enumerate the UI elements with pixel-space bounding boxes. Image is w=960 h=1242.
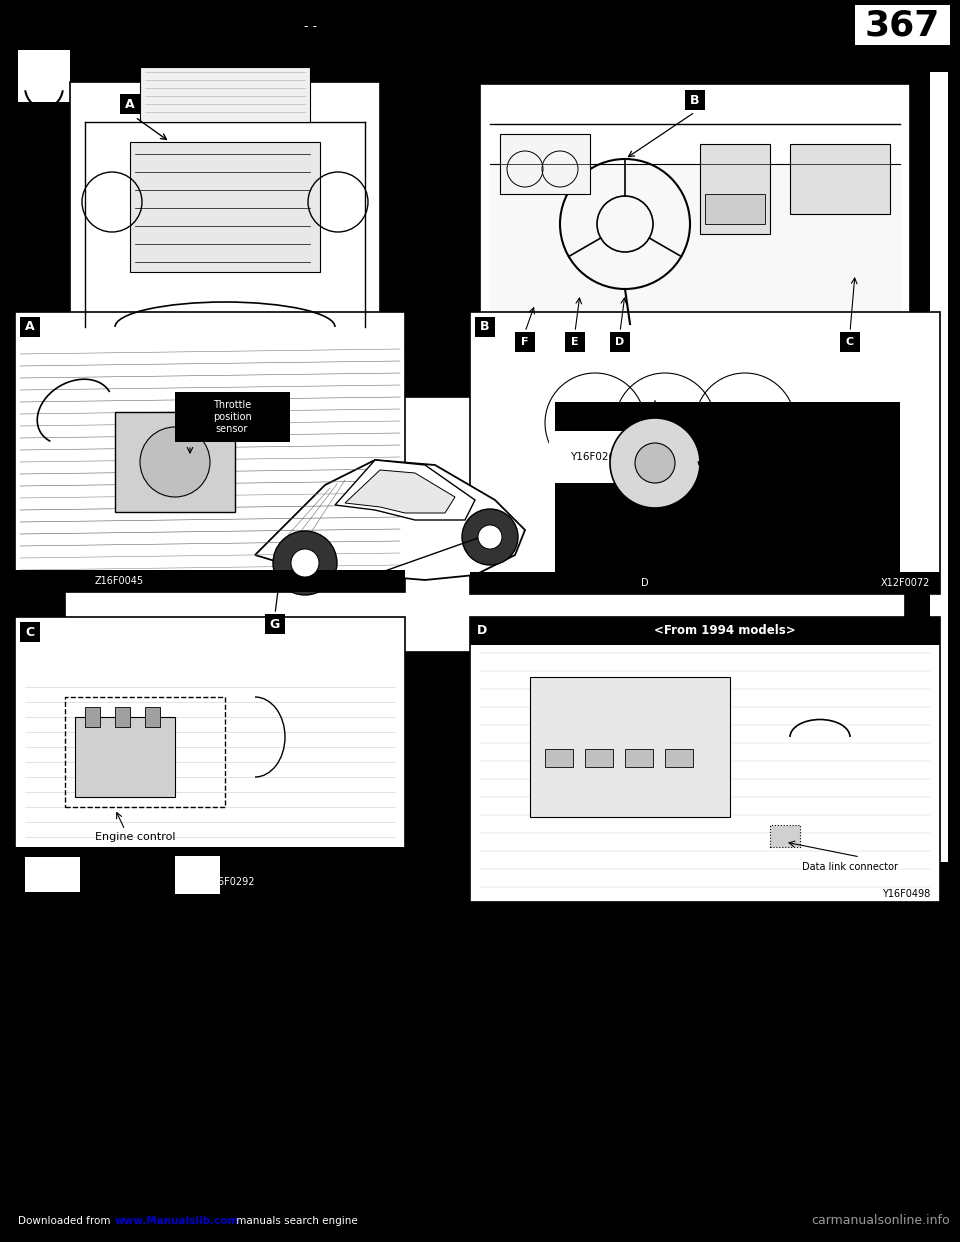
Text: manuals search engine: manuals search engine: [233, 1216, 358, 1226]
Bar: [530, 677, 730, 817]
Bar: [20, 317, 40, 337]
Text: Y16F0292: Y16F0292: [205, 877, 254, 887]
Bar: [130, 142, 320, 272]
Bar: [120, 94, 140, 114]
Bar: [140, 67, 310, 122]
Bar: [840, 332, 860, 351]
Bar: [175, 856, 220, 894]
Text: Downloaded from: Downloaded from: [18, 1216, 113, 1226]
Bar: [555, 402, 900, 573]
Bar: [15, 847, 405, 902]
Bar: [0, 1200, 960, 1242]
Text: B: B: [690, 93, 700, 107]
Bar: [625, 749, 653, 768]
Bar: [475, 317, 495, 337]
Text: A: A: [125, 98, 134, 111]
Bar: [500, 134, 590, 194]
Circle shape: [635, 443, 675, 483]
Bar: [175, 392, 290, 442]
Bar: [75, 717, 175, 797]
Circle shape: [610, 419, 700, 508]
Bar: [585, 749, 613, 768]
Text: C: C: [846, 337, 854, 347]
Polygon shape: [335, 460, 475, 520]
Bar: [65, 397, 905, 652]
Bar: [470, 617, 940, 645]
Text: <From 1994 models>: <From 1994 models>: [654, 625, 796, 637]
Text: F: F: [521, 337, 529, 347]
Text: K19F0134: K19F0134: [838, 373, 890, 383]
Bar: [855, 5, 950, 45]
Circle shape: [140, 427, 210, 497]
Text: C: C: [25, 626, 35, 638]
Bar: [700, 144, 770, 233]
Bar: [85, 707, 100, 727]
Bar: [115, 707, 130, 727]
Circle shape: [462, 509, 518, 565]
Bar: [565, 332, 585, 351]
Text: Engine control: Engine control: [95, 832, 176, 842]
Bar: [18, 50, 70, 102]
Text: Z16F0045: Z16F0045: [95, 576, 144, 586]
Bar: [265, 614, 285, 633]
Text: D: D: [615, 337, 625, 347]
Bar: [705, 194, 765, 224]
Bar: [665, 749, 693, 768]
Bar: [470, 573, 940, 594]
Polygon shape: [490, 164, 900, 334]
Circle shape: [291, 549, 319, 578]
Bar: [20, 622, 40, 642]
Text: Y16F0267: Y16F0267: [570, 452, 622, 462]
Polygon shape: [255, 460, 525, 580]
Bar: [145, 707, 160, 727]
Polygon shape: [345, 469, 455, 513]
Text: Data link connector: Data link connector: [802, 862, 898, 872]
Text: 367: 367: [865, 7, 940, 42]
Text: Y16F0498: Y16F0498: [881, 889, 930, 899]
Text: www.Manualslib.com: www.Manualslib.com: [115, 1216, 239, 1226]
Bar: [15, 570, 405, 592]
Text: Q16F0257: Q16F0257: [198, 371, 252, 381]
Text: - -: - -: [303, 21, 317, 34]
Bar: [480, 84, 910, 364]
Text: A: A: [25, 320, 35, 334]
Text: B: B: [480, 320, 490, 334]
Text: D: D: [641, 578, 649, 587]
Bar: [770, 825, 800, 847]
Text: Throttle
position
sensor: Throttle position sensor: [212, 400, 252, 433]
Bar: [515, 332, 535, 351]
Bar: [470, 617, 940, 902]
Bar: [545, 749, 573, 768]
Bar: [25, 857, 80, 892]
Text: G: G: [270, 617, 280, 631]
Bar: [65, 697, 225, 807]
Circle shape: [273, 532, 337, 595]
Bar: [930, 72, 948, 862]
Text: X12F0072: X12F0072: [880, 578, 930, 587]
Circle shape: [478, 525, 502, 549]
Text: D: D: [477, 625, 487, 637]
Bar: [790, 144, 890, 214]
Bar: [685, 89, 705, 111]
Bar: [15, 617, 405, 902]
Bar: [470, 312, 940, 594]
Text: carmanualsonline.info: carmanualsonline.info: [811, 1215, 950, 1227]
Bar: [15, 312, 405, 592]
Bar: [115, 412, 235, 512]
Bar: [610, 332, 630, 351]
Bar: [70, 82, 380, 361]
Text: E: E: [571, 337, 579, 347]
